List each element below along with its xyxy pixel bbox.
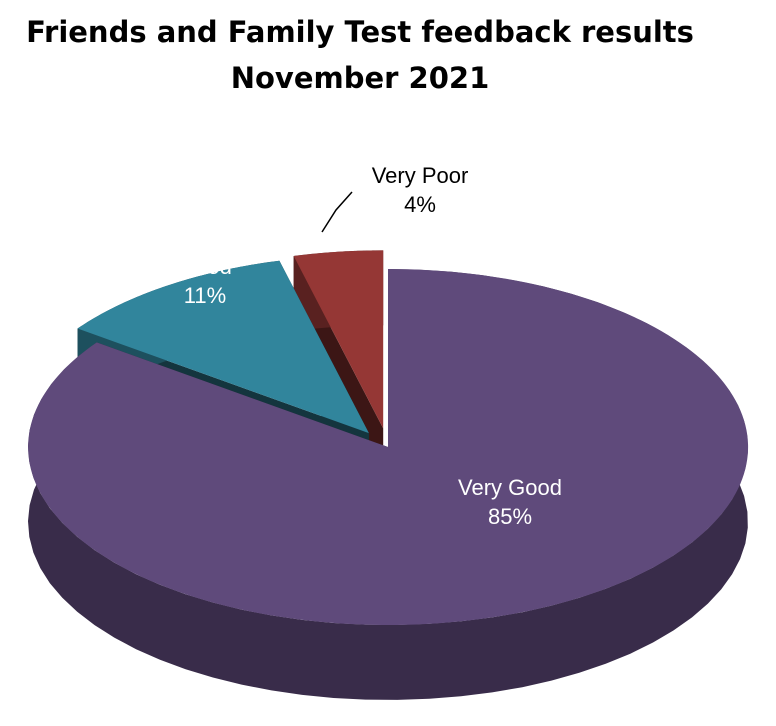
leader-line <box>321 191 353 233</box>
slice <box>28 268 749 625</box>
slice-label: Very Good <box>458 475 562 500</box>
slice-label: Very Poor <box>372 163 469 188</box>
chart-subtitle: November 2021 <box>231 61 490 95</box>
slice-value-label: 11% <box>184 283 226 308</box>
slice-value-label: 4% <box>404 192 436 217</box>
pie <box>28 250 749 700</box>
slice-value-label: 85% <box>488 504 532 529</box>
slice <box>77 260 369 434</box>
slice <box>293 250 384 429</box>
slice-label: Good <box>178 254 232 279</box>
chart-title: Friends and Family Test feedback results <box>26 15 694 49</box>
